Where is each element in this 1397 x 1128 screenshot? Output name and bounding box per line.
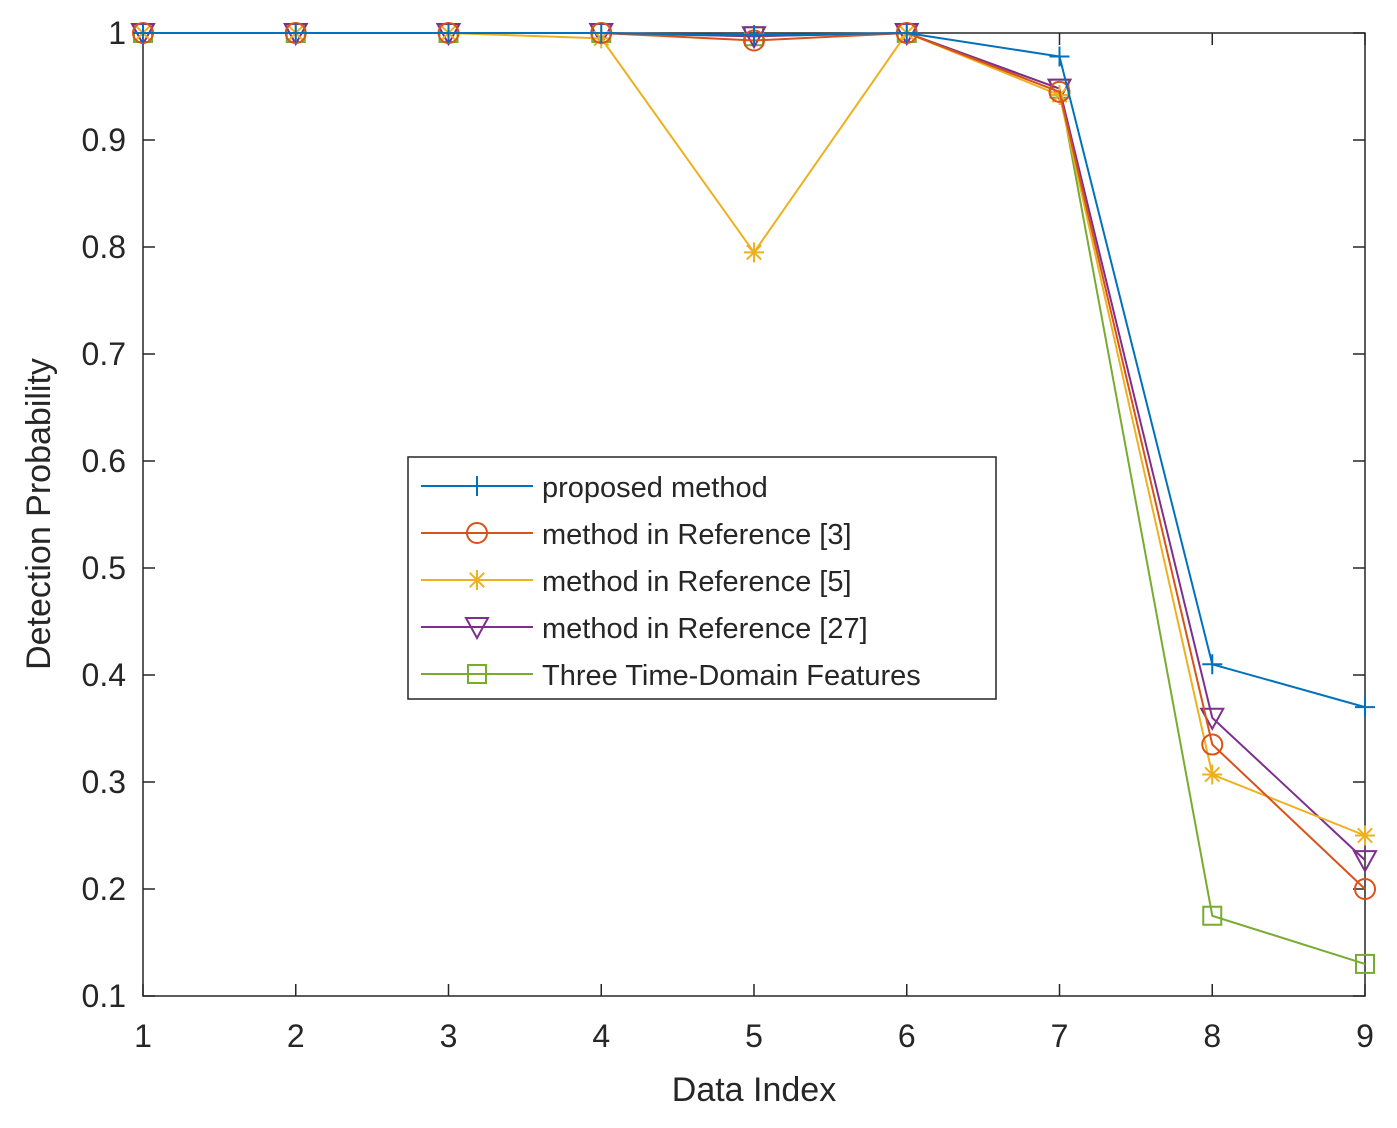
data-point: [1355, 697, 1375, 718]
data-point: [285, 23, 306, 43]
data-point: [133, 23, 153, 43]
y-tick-label: 0.9: [82, 122, 126, 158]
data-point: [1354, 878, 1376, 900]
y-tick-label: 0.6: [82, 443, 126, 479]
x-axis-ticks: 1 2 3 4 5 6 7 8 9: [134, 33, 1374, 1054]
x-tick-label: 3: [440, 1018, 458, 1054]
series-1: [133, 23, 1375, 718]
x-axis-label: Data Index: [672, 1071, 836, 1109]
data-point: [1049, 46, 1070, 67]
x-tick-label: 9: [1356, 1018, 1374, 1054]
data-point: [1048, 80, 1071, 103]
legend-entry: method in Reference [3]: [421, 519, 852, 551]
data-point: [744, 242, 764, 263]
x-tick-label: 4: [592, 1018, 610, 1054]
legend-label: method in Reference [3]: [542, 519, 852, 551]
data-point: [896, 23, 917, 43]
legend: proposed method method in Reference [3] me…: [407, 456, 997, 700]
data-point: [1202, 764, 1223, 785]
legend-label: method in Reference [27]: [542, 613, 868, 645]
y-tick-label: 0.7: [82, 336, 126, 372]
legend-entry: Three Time-Domain Features: [421, 660, 921, 692]
x-tick-label: 2: [287, 1018, 305, 1054]
x-tick-label: 5: [745, 1018, 763, 1054]
legend-entry: method in Reference [27]: [421, 613, 868, 645]
data-point: [591, 23, 612, 43]
y-axis-ticks: 0.1 0.2 0.3 0.4 0.5 0.6 0.7 0.8 0.9 1: [82, 15, 1365, 1014]
legend-marker: [464, 617, 490, 641]
y-tick-label: 1: [108, 15, 126, 51]
y-tick-label: 0.5: [82, 550, 126, 586]
legend-label: method in Reference [5]: [542, 566, 852, 598]
data-point: [438, 23, 459, 43]
legend-marker: [466, 522, 488, 544]
legend-label: Three Time-Domain Features: [542, 660, 921, 692]
data-point: [1202, 654, 1223, 675]
x-tick-label: 6: [898, 1018, 916, 1054]
legend-marker: [467, 476, 487, 496]
legend-entry: method in Reference [5]: [421, 566, 852, 598]
y-tick-label: 0.3: [82, 764, 126, 800]
legend-label: proposed method: [542, 472, 768, 504]
data-point: [1202, 905, 1223, 926]
data-point: [1201, 733, 1224, 756]
legend-marker: [467, 570, 487, 590]
data-point: [744, 25, 764, 46]
y-tick-label: 0.2: [82, 871, 126, 907]
legend-marker: [467, 664, 487, 684]
series-group: [130, 22, 1378, 974]
y-tick-label: 0.8: [82, 229, 126, 265]
data-point: [1355, 953, 1375, 974]
y-axis-label: Detection Probability: [20, 358, 58, 670]
x-tick-label: 8: [1203, 1018, 1221, 1054]
x-tick-label: 7: [1051, 1018, 1069, 1054]
legend-entry: proposed method: [421, 472, 768, 504]
y-tick-label: 0.4: [82, 657, 126, 693]
legend-box: [407, 456, 997, 700]
data-point: [1352, 850, 1378, 874]
x-tick-label: 1: [134, 1018, 152, 1054]
data-point: [1355, 825, 1375, 846]
y-tick-label: 0.1: [82, 978, 126, 1014]
